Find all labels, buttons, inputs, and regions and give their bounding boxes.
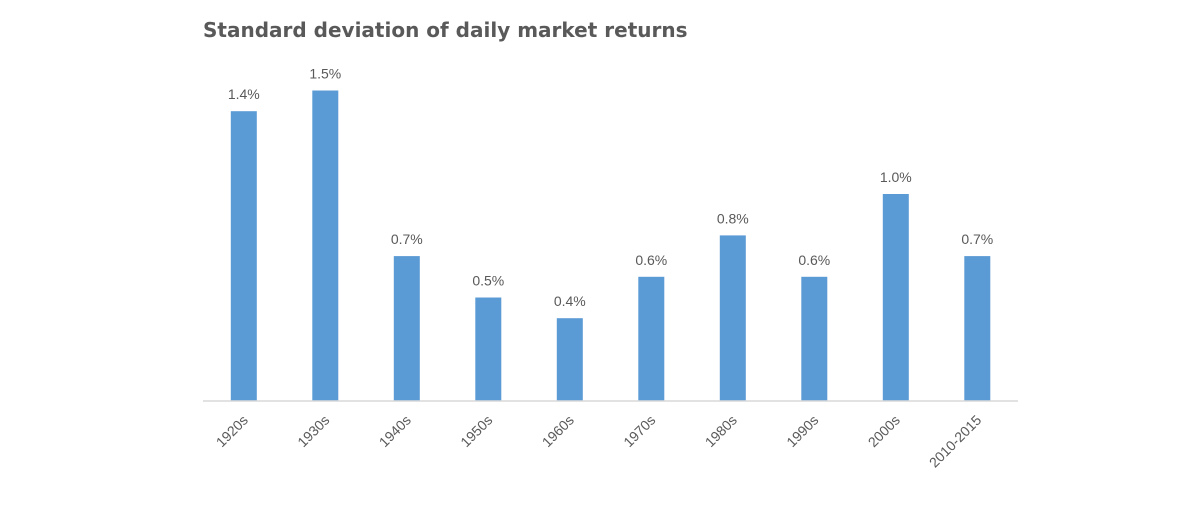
x-tick-label-1960s: 1960s (539, 412, 577, 450)
chart-title: Standard deviation of daily market retur… (203, 18, 688, 42)
bar-2010-2015 (964, 256, 991, 401)
x-tick-label-group: 1920s 1930s 1940s 1950s 1960s 1970s 1980s 1990s… (213, 412, 985, 471)
data-label-2010-2015: 0.7% (961, 231, 993, 247)
data-label-1950s: 0.5% (472, 273, 504, 289)
x-tick-label-1990s: 1990s (783, 412, 821, 450)
bar-1920s (230, 111, 257, 401)
data-label-2000s: 1.0% (880, 169, 912, 185)
data-label-1920s: 1.4% (228, 86, 260, 102)
bar-1940s (393, 256, 420, 401)
x-tick-label-2010-2015: 2010-2015 (926, 412, 985, 471)
bar-2000s (882, 194, 909, 401)
bar-1960s (556, 318, 583, 401)
data-label-1990s: 0.6% (798, 252, 830, 268)
data-label-1960s: 0.4% (554, 293, 586, 309)
bar-1970s (638, 276, 665, 401)
x-tick-label-1980s: 1980s (702, 412, 740, 450)
bar-1950s (475, 297, 502, 401)
data-label-1970s: 0.6% (635, 252, 667, 268)
data-label-group: 1.4% 1.5% 0.7% 0.5% 0.4% 0.6% 0.8% 0.6% 1.0% 0.7% (228, 66, 993, 310)
x-tick-label-1930s: 1930s (294, 412, 332, 450)
data-label-1980s: 0.8% (717, 210, 749, 226)
bar-group (230, 90, 991, 401)
bar-1930s (312, 90, 339, 401)
bar-1980s (719, 235, 746, 401)
bar-1990s (801, 276, 828, 401)
data-label-1930s: 1.5% (309, 66, 341, 82)
x-tick-label-1970s: 1970s (620, 412, 658, 450)
x-tick-label-1920s: 1920s (213, 412, 251, 450)
x-tick-label-2000s: 2000s (865, 412, 903, 450)
x-tick-label-1940s: 1940s (376, 412, 414, 450)
data-label-1940s: 0.7% (391, 231, 423, 247)
x-tick-label-1950s: 1950s (457, 412, 495, 450)
